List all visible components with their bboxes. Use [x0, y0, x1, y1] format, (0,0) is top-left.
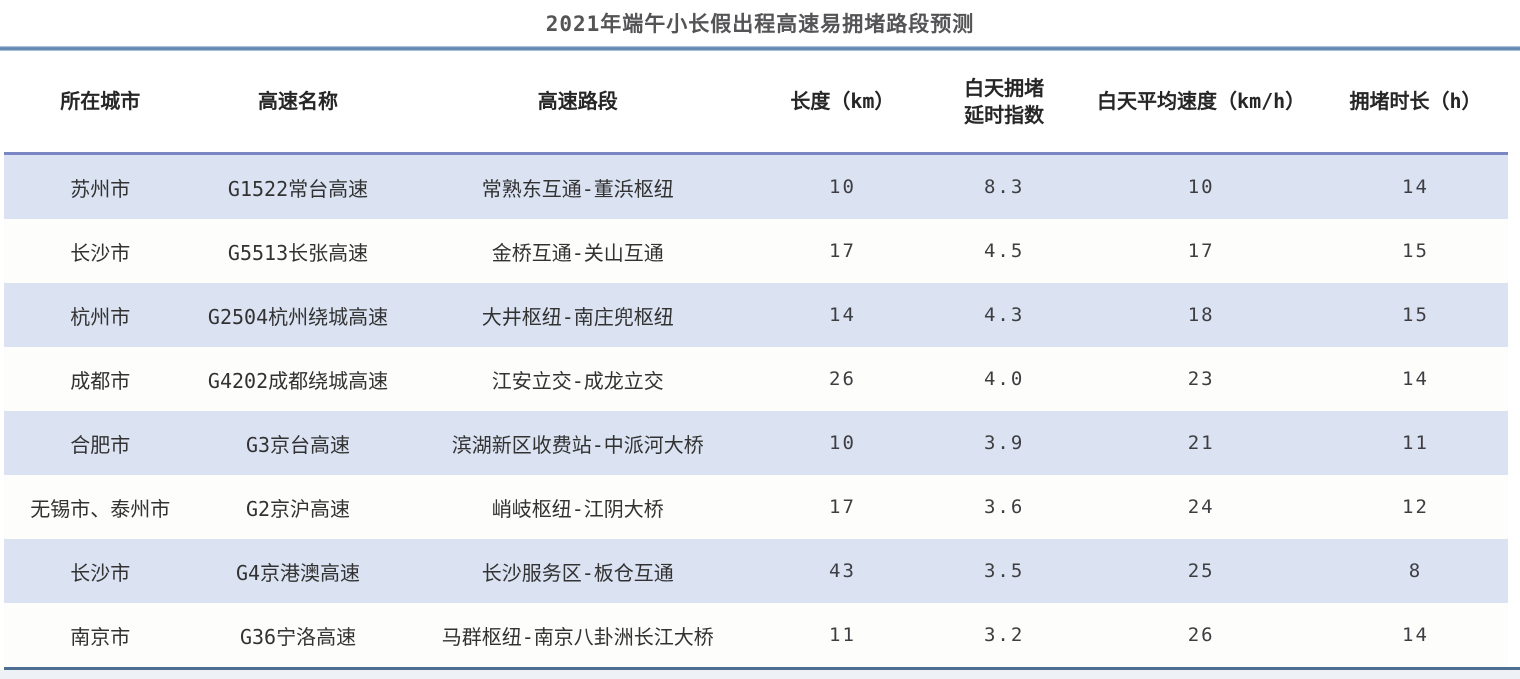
cell-delay-index: 4.5: [983, 240, 1025, 262]
cell-city: 长沙市: [70, 560, 131, 585]
delay-index-label-line1: 白天拥堵: [964, 75, 1045, 100]
table-row: 长沙市 G5513长张高速 金桥互通-关山互通 17 4.5 17 15: [4, 219, 1508, 283]
page-title: 2021年端午小长假出程高速易拥堵路段预测: [545, 12, 975, 36]
cell-avg-speed: 25: [1187, 560, 1215, 582]
cell-section: 马群枢纽-南京八卦洲长江大桥: [441, 624, 714, 649]
column-header-delay-index: 白天拥堵 延时指数: [928, 51, 1080, 155]
footer-margin: [0, 670, 1520, 679]
cell-highway-name: G3京台高速: [245, 432, 351, 457]
title-bar: 2021年端午小长假出程高速易拥堵路段预测: [0, 0, 1520, 46]
cell-duration: 15: [1402, 304, 1429, 326]
table-row: 苏州市 G1522常台高速 常熟东互通-董浜枢纽 10 8.3 10 14: [4, 153, 1508, 219]
cell-avg-speed: 21: [1187, 432, 1215, 454]
table-container: 所在城市 高速名称 高速路段 长度（km） 白天拥堵 延时指数 白天平均速度（k…: [0, 51, 1520, 667]
cell-length: 14: [829, 304, 856, 326]
cell-duration: 15: [1402, 240, 1429, 262]
cell-avg-speed: 23: [1187, 368, 1215, 390]
column-header-duration: 拥堵时长（h）: [1322, 51, 1508, 155]
table-row: 南京市 G36宁洛高速 马群枢纽-南京八卦洲长江大桥 11 3.2 26 14: [4, 603, 1508, 667]
cell-section: 滨湖新区收费站-中派河大桥: [451, 432, 704, 457]
cell-duration: 8: [1408, 560, 1423, 582]
cell-city: 无锡市、泰州市: [30, 496, 171, 521]
cell-delay-index: 3.9: [983, 432, 1025, 454]
table-row: 杭州市 G2504杭州绕城高速 大井枢纽-南庄兜枢纽 14 4.3 18 15: [4, 283, 1508, 347]
table-row: 成都市 G4202成都绕城高速 江安立交-成龙立交 26 4.0 23 14: [4, 347, 1508, 411]
column-header-city: 所在城市: [4, 51, 197, 155]
cell-length: 11: [829, 624, 856, 646]
header-row: 所在城市 高速名称 高速路段 长度（km） 白天拥堵 延时指数 白天平均速度（k…: [4, 51, 1508, 155]
cell-avg-speed: 24: [1187, 496, 1215, 518]
cell-delay-index: 3.6: [983, 496, 1025, 518]
cell-delay-index: 3.2: [983, 624, 1025, 646]
cell-delay-index: 4.0: [983, 368, 1025, 390]
column-header-length: 长度（km）: [755, 51, 929, 155]
congestion-table: 所在城市 高速名称 高速路段 长度（km） 白天拥堵 延时指数 白天平均速度（k…: [4, 51, 1508, 667]
cell-length: 26: [829, 368, 856, 390]
cell-city: 合肥市: [70, 432, 131, 457]
cell-city: 成都市: [70, 368, 131, 393]
cell-delay-index: 3.5: [983, 560, 1025, 582]
cell-delay-index: 8.3: [983, 176, 1025, 198]
cell-section: 长沙服务区-板仓互通: [481, 560, 674, 585]
cell-length: 43: [829, 560, 856, 582]
cell-avg-speed: 10: [1187, 176, 1215, 198]
cell-delay-index: 4.3: [983, 304, 1025, 326]
cell-section: 江安立交-成龙立交: [491, 368, 664, 393]
cell-highway-name: G36宁洛高速: [239, 624, 357, 649]
cell-highway-name: G1522常台高速: [227, 176, 369, 201]
cell-city: 杭州市: [70, 304, 131, 329]
cell-avg-speed: 26: [1187, 624, 1215, 646]
cell-highway-name: G2京沪高速: [245, 496, 351, 521]
cell-avg-speed: 18: [1187, 304, 1215, 326]
cell-highway-name: G4202成都绕城高速: [207, 368, 389, 393]
delay-index-label-line2: 延时指数: [964, 102, 1045, 127]
cell-highway-name: G2504杭州绕城高速: [207, 304, 389, 329]
cell-duration: 12: [1402, 496, 1429, 518]
cell-highway-name: G5513长张高速: [227, 240, 369, 265]
cell-length: 17: [829, 240, 856, 262]
cell-length: 10: [829, 176, 856, 198]
table-row: 长沙市 G4京港澳高速 长沙服务区-板仓互通 43 3.5 25 8: [4, 539, 1508, 603]
table-row: 无锡市、泰州市 G2京沪高速 峭岐枢纽-江阴大桥 17 3.6 24 12: [4, 475, 1508, 539]
title-divider: [0, 46, 1520, 51]
cell-city: 南京市: [70, 624, 131, 649]
cell-city: 苏州市: [70, 176, 131, 201]
cell-duration: 14: [1402, 176, 1429, 198]
cell-duration: 14: [1402, 624, 1429, 646]
cell-highway-name: G4京港澳高速: [235, 560, 361, 585]
cell-section: 金桥互通-关山互通: [491, 240, 664, 265]
cell-section: 峭岐枢纽-江阴大桥: [491, 496, 664, 521]
cell-length: 17: [829, 496, 856, 518]
cell-duration: 11: [1402, 432, 1429, 454]
cell-avg-speed: 17: [1187, 240, 1215, 262]
cell-length: 10: [829, 432, 856, 454]
column-header-section: 高速路段: [399, 51, 756, 155]
table-row: 合肥市 G3京台高速 滨湖新区收费站-中派河大桥 10 3.9 21 11: [4, 411, 1508, 475]
cell-section: 常熟东互通-董浜枢纽: [481, 176, 674, 201]
cell-section: 大井枢纽-南庄兜枢纽: [481, 304, 674, 329]
column-header-highway-name: 高速名称: [196, 51, 400, 155]
cell-city: 长沙市: [70, 240, 131, 265]
column-header-avg-speed: 白天平均速度（km/h）: [1079, 51, 1323, 155]
cell-duration: 14: [1402, 368, 1429, 390]
